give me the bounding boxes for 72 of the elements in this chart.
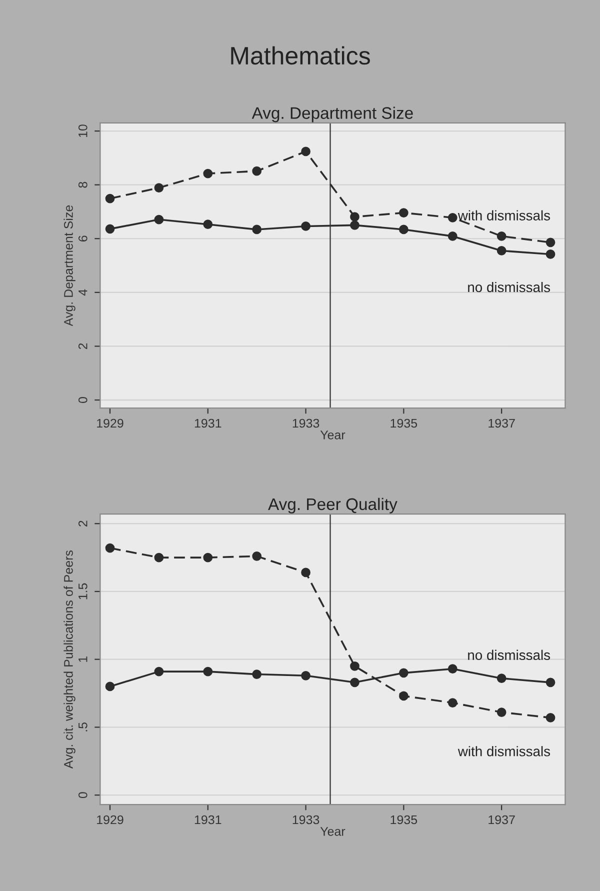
point [496, 246, 506, 256]
point [350, 678, 360, 688]
point [154, 666, 164, 676]
point [448, 698, 458, 708]
x-tick-label: 1931 [194, 418, 222, 428]
series-label: with dismissals [458, 746, 550, 756]
point [350, 220, 360, 230]
point [252, 224, 262, 234]
point [350, 661, 360, 671]
x-axis-title: Year [320, 430, 346, 440]
point [398, 224, 408, 234]
point [252, 670, 262, 679]
y-tick-label: 8 [78, 182, 88, 188]
x-tick-label: 1929 [97, 815, 124, 824]
y-tick-label: 2 [78, 343, 88, 350]
x-tick-label: 1933 [292, 418, 320, 428]
y-tick-label: .5 [78, 722, 88, 732]
point [301, 670, 310, 680]
x-tick-label: 1931 [194, 815, 222, 824]
y-tick-label: 0 [78, 792, 88, 798]
y-tick-label: 1 [78, 656, 88, 662]
y-tick-label: 6 [78, 236, 88, 242]
point [154, 214, 164, 224]
x-tick-label: 1929 [97, 418, 124, 428]
point [496, 674, 506, 684]
point [203, 168, 213, 178]
x-tick-label: 1935 [390, 815, 418, 824]
point [398, 208, 408, 218]
point [546, 678, 556, 688]
point [203, 666, 213, 676]
point [301, 222, 310, 231]
x-tick-label: 1933 [292, 815, 320, 824]
y-tick-label: 1.5 [78, 583, 88, 600]
y-tick-label: 0 [78, 397, 88, 403]
point [398, 668, 408, 678]
point [546, 238, 556, 248]
point [203, 220, 213, 230]
point [496, 708, 506, 717]
point [496, 232, 506, 241]
x-tick-label: 1937 [488, 418, 515, 428]
y-tick-label: 2 [78, 520, 88, 526]
y-tick-label: 10 [78, 124, 88, 138]
point [301, 568, 310, 578]
point [105, 194, 115, 204]
point [546, 250, 556, 259]
point [448, 212, 458, 222]
x-tick-label: 1935 [390, 418, 418, 428]
chart-title: Avg. Department Size [252, 106, 413, 122]
point [203, 552, 213, 562]
y-tick-label: 4 [78, 289, 88, 296]
y-axis-title: Avg. Department Size [64, 205, 76, 326]
series-label: no dismissals [468, 650, 550, 660]
point [252, 166, 262, 176]
chart-title: Avg. Peer Quality [268, 498, 398, 514]
point [448, 664, 458, 674]
point [448, 232, 458, 241]
x-axis-title: Year [320, 827, 346, 836]
x-tick-label: 1937 [488, 815, 515, 824]
point [105, 543, 115, 553]
text: Mathematics [231, 46, 370, 65]
point [350, 212, 360, 222]
point [105, 224, 115, 234]
point [252, 551, 262, 561]
point [546, 713, 556, 722]
y-axis-title: Avg. cit. weighted Publications of Peers [64, 550, 76, 769]
point [398, 691, 408, 701]
series-label: no dismissals [468, 282, 550, 292]
point [301, 146, 310, 156]
point [154, 552, 164, 562]
series-label: with dismissals [458, 210, 550, 220]
point [105, 682, 115, 692]
point [154, 183, 164, 192]
